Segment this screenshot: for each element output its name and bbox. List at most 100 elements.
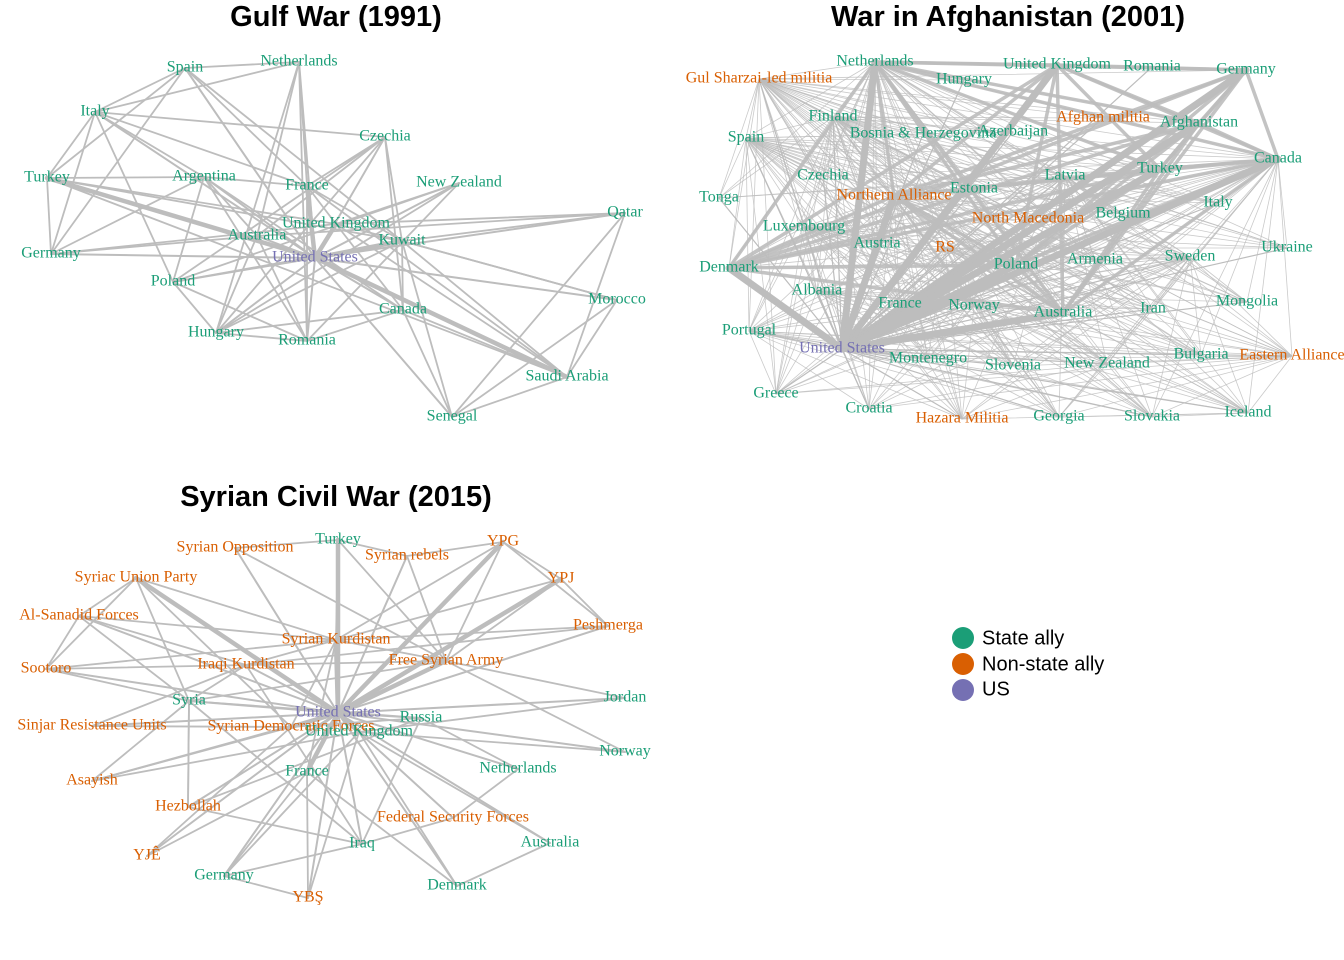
edge	[234, 539, 339, 549]
node-label-poland: Poland	[994, 256, 1038, 273]
legend-us-label: US	[982, 678, 1010, 700]
edge	[745, 137, 1060, 418]
node-label-qatar: Qatar	[607, 204, 643, 221]
edge	[337, 712, 458, 887]
node-label-syria: Syria	[172, 692, 206, 709]
edge	[1106, 363, 1249, 414]
edge	[1151, 158, 1279, 418]
node-label-azerbaijan: Azerbaijan	[978, 123, 1048, 140]
edge	[335, 539, 506, 716]
edge	[188, 700, 339, 714]
edge	[841, 348, 870, 410]
edge	[337, 712, 626, 753]
edge	[873, 60, 896, 198]
node-label-armenia: Armenia	[1067, 251, 1123, 268]
edge	[335, 576, 564, 716]
edge	[758, 78, 1104, 119]
node-label-germany: Germany	[21, 245, 81, 262]
node-label-romania: Romania	[1123, 58, 1181, 75]
gulf-war-edges	[44, 61, 626, 418]
edge	[384, 136, 403, 242]
edge	[337, 555, 408, 714]
edge	[868, 363, 1108, 410]
edge	[223, 843, 363, 877]
edge	[803, 158, 1279, 228]
node-label-ypg: YPG	[487, 533, 519, 550]
edge	[841, 202, 1219, 350]
edge	[223, 731, 360, 877]
edge	[841, 247, 946, 350]
edge	[745, 137, 1161, 170]
edge	[748, 195, 895, 332]
edge	[337, 539, 408, 557]
edge	[841, 218, 1029, 350]
node-label-france: France	[285, 177, 329, 194]
legend: State ally Non-state ally US	[952, 627, 1104, 701]
edge	[775, 290, 818, 395]
edge	[91, 712, 339, 782]
node-label-sweden: Sweden	[1165, 248, 1216, 265]
edge	[172, 176, 205, 283]
node-label-kuwait: Kuwait	[378, 232, 426, 249]
node-label-iraq: Iraq	[349, 835, 375, 852]
edge	[874, 61, 1219, 204]
edge	[184, 67, 308, 187]
edge	[973, 305, 1202, 356]
edge	[1247, 158, 1279, 414]
node-label-montenegro: Montenegro	[889, 350, 967, 367]
edge	[775, 363, 1108, 395]
edge	[748, 330, 963, 420]
edge	[50, 176, 205, 255]
node-label-mongolia: Mongolia	[1216, 293, 1278, 310]
edge	[314, 182, 460, 259]
edge	[215, 182, 460, 334]
edge	[841, 348, 1293, 357]
edge	[1061, 167, 1162, 315]
edge	[841, 259, 1096, 350]
edge	[304, 710, 341, 775]
edge	[1061, 157, 1280, 315]
node-label-croatia: Croatia	[845, 400, 892, 417]
edge	[745, 137, 1108, 365]
node-label-peshmerga: Peshmerga	[573, 617, 643, 634]
edge	[1058, 355, 1293, 418]
edge	[745, 137, 1279, 160]
edge	[203, 176, 258, 237]
node-label-united-kingdom: United Kingdom	[305, 723, 414, 740]
afghanistan-war-network: Netherlands United Kingdom Romania Gul Shar…	[686, 1, 1344, 427]
edge	[203, 176, 308, 342]
edge	[727, 121, 1201, 270]
edge	[727, 68, 1248, 270]
node-label-australia: Australia	[521, 834, 580, 851]
edge	[44, 175, 318, 261]
edge	[307, 731, 360, 899]
edge	[337, 712, 519, 770]
node-label-czechia: Czechia	[359, 128, 411, 145]
node-label-canada: Canada	[379, 301, 427, 318]
node-label-canada: Canada	[1254, 150, 1302, 167]
edge	[306, 309, 404, 342]
node-label-turkey: Turkey	[24, 169, 70, 186]
edge	[775, 348, 843, 395]
edge	[841, 188, 975, 350]
edge	[745, 137, 1288, 249]
edge	[816, 290, 843, 350]
edge	[1189, 256, 1248, 303]
edge	[1277, 158, 1288, 249]
edge	[502, 541, 562, 580]
node-label-russia: Russia	[400, 709, 443, 726]
edge	[748, 330, 777, 395]
node-label-germany: Germany	[194, 867, 254, 884]
edge	[46, 111, 96, 179]
node-label-finland: Finland	[809, 108, 858, 125]
edge	[927, 355, 1293, 360]
edge	[401, 240, 453, 418]
edge	[45, 639, 337, 670]
node-label-latvia: Latvia	[1045, 167, 1086, 184]
edge	[566, 299, 618, 378]
edge	[203, 176, 308, 187]
node-label-australia: Australia	[228, 227, 287, 244]
node-label-united-kingdom: United Kingdom	[1003, 56, 1112, 73]
edge	[290, 717, 422, 728]
edge	[841, 348, 1014, 367]
